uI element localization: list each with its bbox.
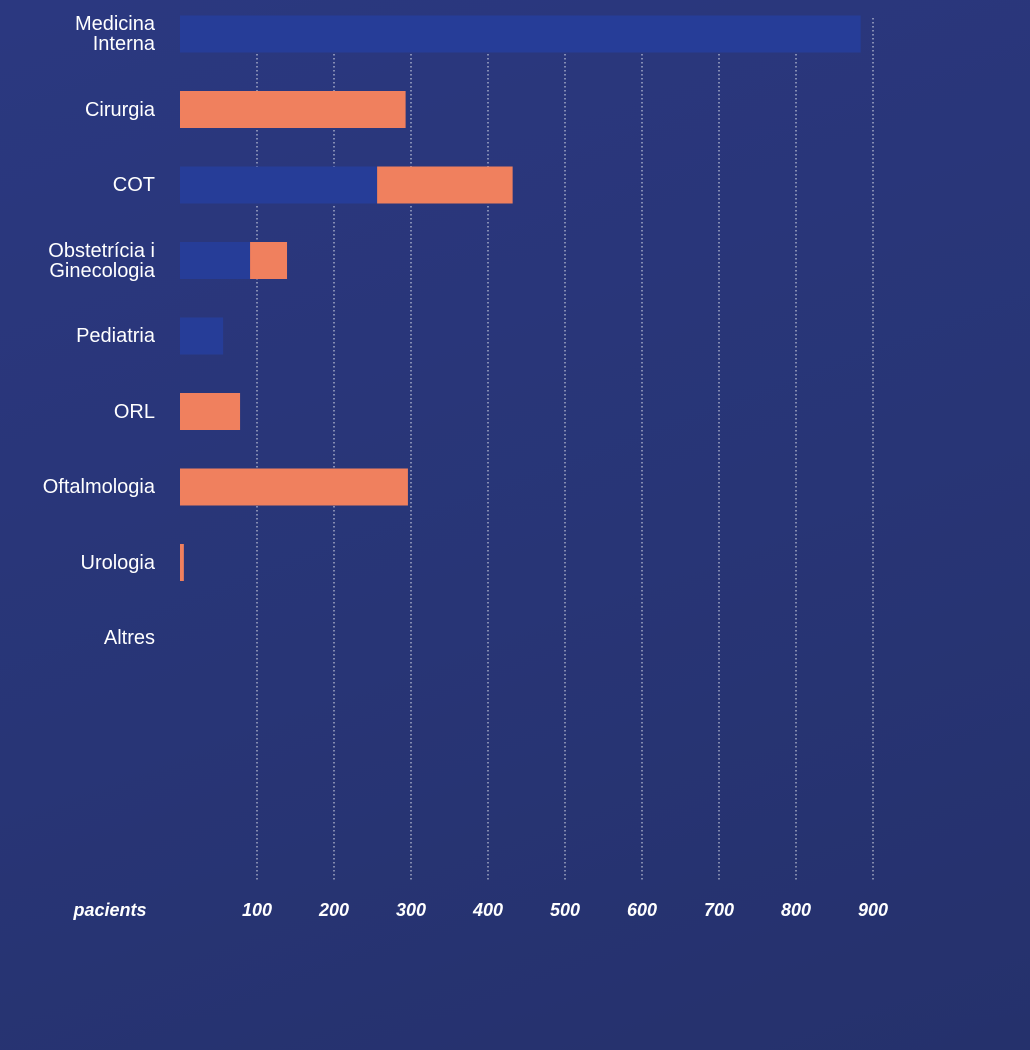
bar xyxy=(180,91,406,128)
bar xyxy=(180,393,241,430)
x-tick-label: 200 xyxy=(318,900,349,920)
bar xyxy=(180,544,184,581)
bar xyxy=(377,166,513,204)
x-tick-label: 100 xyxy=(242,900,272,920)
x-tick-label: 800 xyxy=(781,900,811,920)
category-label: Obstetrícia i Ginecologia xyxy=(48,239,155,282)
category-label: Altres xyxy=(103,627,155,649)
category-label: Pediatria xyxy=(76,325,155,347)
category-label: Medicina Interna xyxy=(74,13,155,55)
category-label: COT xyxy=(112,174,155,196)
category-label: Cirurgia xyxy=(84,98,155,121)
bar xyxy=(180,468,408,506)
category-label: Urologia xyxy=(80,551,155,574)
bar xyxy=(180,242,251,279)
bar xyxy=(250,242,288,279)
x-tick-label: 600 xyxy=(627,900,657,920)
category-label: ORL xyxy=(113,400,155,423)
bar xyxy=(180,166,378,204)
bar xyxy=(180,317,224,355)
category-label: Oftalmologia xyxy=(42,476,155,498)
x-tick-label: 400 xyxy=(472,900,503,920)
x-tick-label: 500 xyxy=(550,900,580,920)
x-axis-label: pacients xyxy=(72,900,146,920)
x-tick-label: 700 xyxy=(704,900,734,920)
bar xyxy=(180,15,861,53)
x-tick-label: 300 xyxy=(396,900,426,920)
x-tick-label: 900 xyxy=(858,900,888,920)
